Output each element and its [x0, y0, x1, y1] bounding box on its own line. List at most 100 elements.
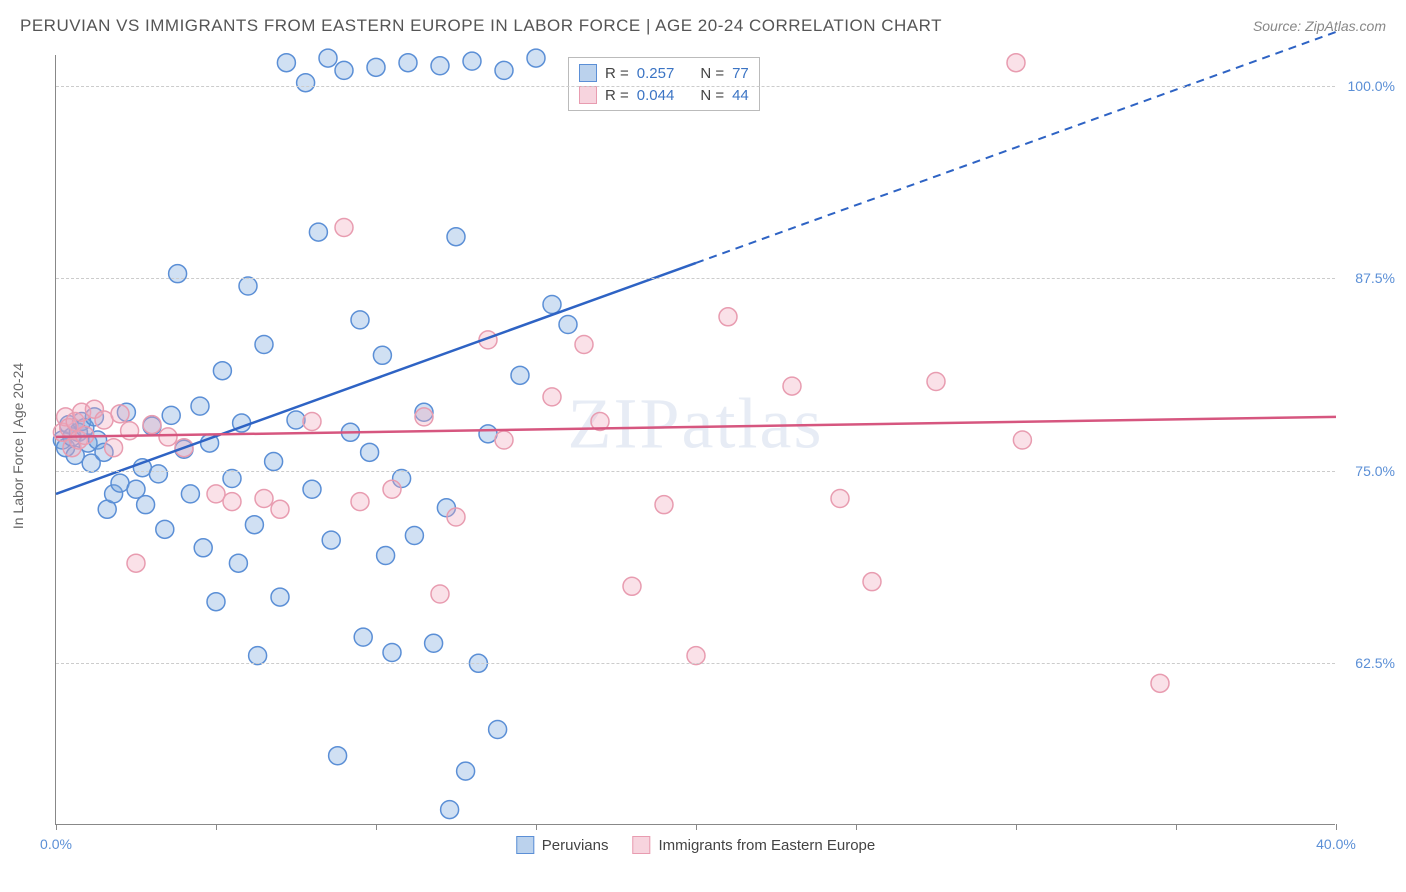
data-point — [527, 49, 545, 67]
n-label: N = — [700, 65, 724, 82]
data-point — [105, 439, 123, 457]
data-point — [489, 721, 507, 739]
data-point — [863, 573, 881, 591]
data-point — [927, 372, 945, 390]
data-point — [687, 647, 705, 665]
data-point — [271, 588, 289, 606]
data-point — [309, 223, 327, 241]
data-point — [1013, 431, 1031, 449]
data-point — [831, 490, 849, 508]
data-point — [255, 490, 273, 508]
data-point — [405, 526, 423, 544]
data-point — [159, 428, 177, 446]
data-point — [265, 453, 283, 471]
gridline — [56, 471, 1335, 472]
data-point — [249, 647, 267, 665]
data-point — [377, 547, 395, 565]
legend-item: Immigrants from Eastern Europe — [632, 836, 875, 854]
y-tick-label: 75.0% — [1340, 463, 1395, 479]
data-point — [229, 554, 247, 572]
n-value: 44 — [732, 87, 749, 104]
gridline — [56, 86, 1335, 87]
data-point — [367, 58, 385, 76]
x-tick — [216, 824, 217, 830]
data-point — [194, 539, 212, 557]
data-point — [213, 362, 231, 380]
legend-item: Peruvians — [516, 836, 609, 854]
data-point — [223, 470, 241, 488]
data-point — [425, 634, 443, 652]
data-point — [351, 493, 369, 511]
data-point — [623, 577, 641, 595]
data-point — [223, 493, 241, 511]
data-point — [329, 747, 347, 765]
data-point — [457, 762, 475, 780]
data-point — [335, 218, 353, 236]
data-point — [143, 416, 161, 434]
legend-swatch — [632, 836, 650, 854]
legend-correlation: R =0.257N =77R =0.044N =44 — [568, 57, 760, 111]
data-point — [277, 54, 295, 72]
r-label: R = — [605, 65, 629, 82]
gridline — [56, 278, 1335, 279]
data-point — [415, 408, 433, 426]
x-tick — [1016, 824, 1017, 830]
data-point — [162, 406, 180, 424]
data-point — [245, 516, 263, 534]
data-point — [447, 508, 465, 526]
data-point — [447, 228, 465, 246]
y-tick-label: 62.5% — [1340, 655, 1395, 671]
r-label: R = — [605, 87, 629, 104]
data-point — [543, 295, 561, 313]
data-point — [207, 593, 225, 611]
data-point — [297, 74, 315, 92]
data-point — [511, 366, 529, 384]
data-point — [1151, 674, 1169, 692]
chart-svg — [56, 55, 1335, 824]
legend-series: Peruvians Immigrants from Eastern Europe — [516, 836, 875, 854]
data-point — [322, 531, 340, 549]
data-point — [431, 57, 449, 75]
data-point — [335, 61, 353, 79]
x-tick — [56, 824, 57, 830]
data-point — [495, 61, 513, 79]
data-point — [354, 628, 372, 646]
x-tick — [1176, 824, 1177, 830]
x-tick — [1336, 824, 1337, 830]
data-point — [1007, 54, 1025, 72]
data-point — [463, 52, 481, 70]
x-tick — [376, 824, 377, 830]
chart-title: PERUVIAN VS IMMIGRANTS FROM EASTERN EURO… — [20, 16, 942, 36]
data-point — [543, 388, 561, 406]
data-point — [156, 520, 174, 538]
data-point — [383, 644, 401, 662]
y-axis-label: In Labor Force | Age 20-24 — [10, 363, 26, 529]
plot-area: ZIPatlas R =0.257N =77R =0.044N =44 Peru… — [55, 55, 1335, 825]
data-point — [181, 485, 199, 503]
data-point — [399, 54, 417, 72]
x-tick-label: 0.0% — [40, 836, 72, 852]
x-tick — [856, 824, 857, 830]
n-value: 77 — [732, 65, 749, 82]
data-point — [559, 316, 577, 334]
data-point — [783, 377, 801, 395]
data-point — [239, 277, 257, 295]
data-point — [169, 265, 187, 283]
data-point — [495, 431, 513, 449]
data-point — [319, 49, 337, 67]
data-point — [255, 336, 273, 354]
y-tick-label: 100.0% — [1340, 78, 1395, 94]
data-point — [383, 480, 401, 498]
data-point — [441, 801, 459, 819]
y-tick-label: 87.5% — [1340, 270, 1395, 286]
legend-swatch — [579, 86, 597, 104]
r-value: 0.044 — [637, 87, 675, 104]
data-point — [127, 554, 145, 572]
data-point — [137, 496, 155, 514]
data-point — [111, 405, 129, 423]
data-point — [207, 485, 225, 503]
data-point — [373, 346, 391, 364]
source-attribution: Source: ZipAtlas.com — [1253, 18, 1386, 34]
data-point — [149, 465, 167, 483]
legend-label: Peruvians — [542, 837, 609, 854]
